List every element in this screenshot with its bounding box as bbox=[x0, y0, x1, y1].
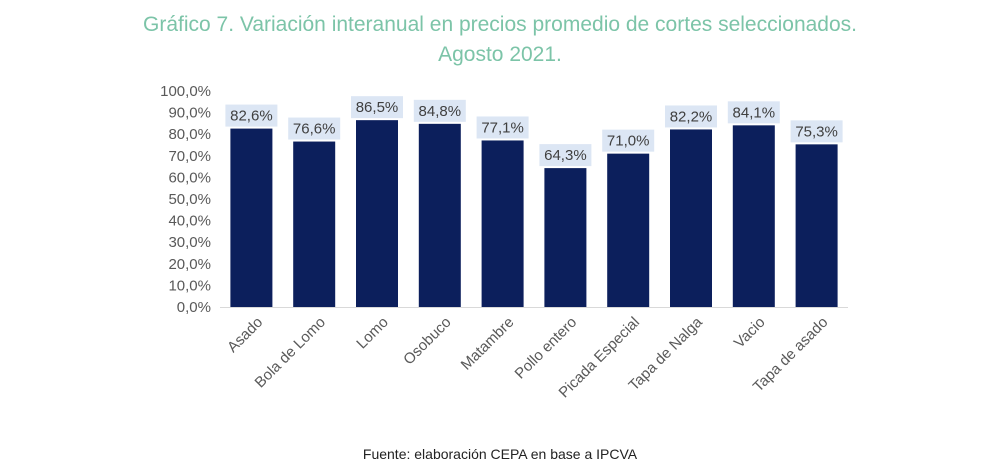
data-label-text: 64,3% bbox=[544, 147, 587, 164]
y-axis: 0,0% 10,0% 20,0% 30,0% 40,0% 50,0% 60,0% 70,0% 8… bbox=[160, 83, 211, 316]
x-category-label: Osobuco bbox=[400, 314, 454, 368]
bar-bola-de-lomo bbox=[293, 141, 336, 307]
x-category-label: Asado bbox=[224, 314, 266, 356]
data-label-background bbox=[225, 104, 278, 127]
x-category-label: Pollo entero bbox=[512, 314, 581, 383]
bars bbox=[230, 120, 838, 308]
data-label: 75,3% bbox=[790, 120, 843, 143]
bar-chart: 0,0% 10,0% 20,0% 30,0% 40,0% 50,0% 60,0% 70,0% 8… bbox=[160, 83, 848, 401]
data-label-text: 77,1% bbox=[481, 119, 524, 136]
y-tick-label: 60,0% bbox=[168, 169, 211, 186]
data-label: 71,0% bbox=[602, 129, 655, 152]
data-label: 82,2% bbox=[665, 105, 717, 128]
y-tick-label: 10,0% bbox=[168, 277, 211, 294]
data-label-text: 86,5% bbox=[356, 99, 399, 116]
chart-title: Gráfico 7. Variación interanual en preci… bbox=[0, 10, 1000, 70]
data-label: 82,6% bbox=[225, 104, 278, 127]
bar-picada-especial bbox=[607, 153, 650, 307]
data-label-text: 76,6% bbox=[293, 121, 336, 138]
y-tick-label: 40,0% bbox=[168, 213, 211, 230]
data-label: 84,1% bbox=[727, 101, 780, 124]
data-label-background bbox=[539, 144, 592, 167]
source-note: Fuente: elaboración CEPA en base a IPCVA bbox=[362, 446, 638, 462]
bar-tapa-de-asado bbox=[795, 144, 838, 307]
data-label-background bbox=[665, 105, 717, 128]
data-label-text: 75,3% bbox=[795, 123, 838, 140]
data-label-text: 71,0% bbox=[607, 133, 650, 150]
data-label-text: 84,1% bbox=[733, 104, 776, 121]
x-category-label: Matambre bbox=[458, 314, 518, 374]
data-label-text: 82,6% bbox=[230, 108, 273, 125]
data-labels: 82,6% 76,6% 86,5% 84,8% 77,1% 64,3% 71,0% 82,2%… bbox=[225, 96, 843, 167]
data-label-text: 82,2% bbox=[670, 108, 713, 125]
data-label: 76,6% bbox=[288, 117, 341, 140]
data-label: 86,5% bbox=[351, 96, 403, 119]
bar-osobuco bbox=[418, 123, 461, 307]
y-tick-label: 20,0% bbox=[168, 256, 211, 273]
y-tick-label: 50,0% bbox=[168, 191, 211, 208]
x-category-label: Vacio bbox=[731, 314, 769, 352]
data-label-background bbox=[288, 117, 341, 140]
bar-pollo-entero bbox=[544, 168, 587, 307]
bar-tapa-de-nalga bbox=[670, 129, 712, 307]
bar-matambre bbox=[481, 140, 524, 307]
data-label-background bbox=[727, 101, 780, 124]
data-label: 64,3% bbox=[539, 144, 592, 167]
data-label-background bbox=[602, 129, 655, 152]
x-category-label: Lomo bbox=[353, 314, 392, 353]
y-tick-label: 70,0% bbox=[168, 148, 211, 165]
bar-lomo bbox=[356, 120, 398, 307]
bar-asado bbox=[230, 128, 273, 307]
y-tick-label: 90,0% bbox=[168, 105, 211, 122]
data-label: 77,1% bbox=[476, 116, 529, 139]
y-tick-label: 80,0% bbox=[168, 126, 211, 143]
y-tick-label: 0,0% bbox=[177, 299, 211, 316]
bar-vacio bbox=[732, 125, 775, 308]
data-label-text: 84,8% bbox=[419, 103, 462, 120]
data-label-background bbox=[790, 120, 843, 143]
y-tick-label: 100,0% bbox=[160, 83, 211, 100]
data-label: 84,8% bbox=[413, 99, 466, 122]
chart-title-line-1: Gráfico 7. Variación interanual en preci… bbox=[143, 13, 857, 36]
data-label-background bbox=[476, 116, 529, 139]
data-label-background bbox=[351, 96, 403, 119]
y-tick-label: 30,0% bbox=[168, 234, 211, 251]
data-label-background bbox=[413, 99, 466, 122]
chart-title-line-2: Agosto 2021. bbox=[438, 43, 562, 66]
